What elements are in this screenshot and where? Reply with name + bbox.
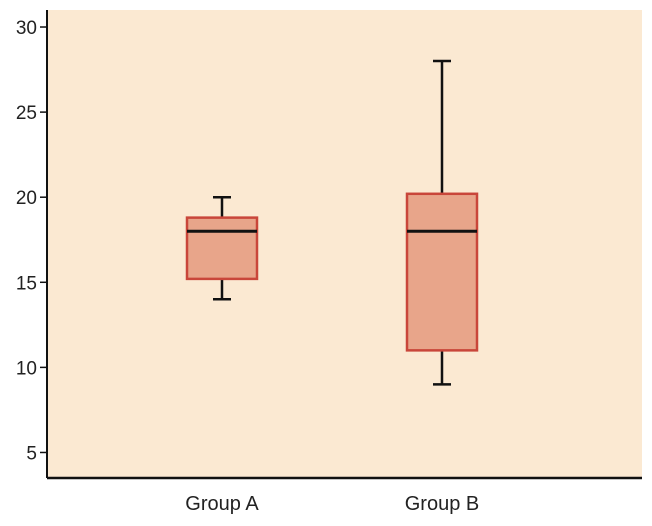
plot-area: [47, 10, 642, 478]
x-category-label: Group B: [405, 493, 479, 515]
y-tick-label: 15: [16, 273, 37, 294]
y-tick-label: 10: [16, 358, 37, 379]
y-tick-label: 20: [16, 188, 37, 209]
iqr-box: [405, 192, 479, 352]
y-tick-label: 5: [26, 443, 37, 464]
x-category-label: Group A: [185, 493, 259, 515]
y-tick-label: 25: [16, 103, 37, 124]
box-group: [405, 59, 479, 386]
boxes: [185, 59, 479, 386]
y-tick-label: 30: [16, 18, 37, 39]
iqr-box: [185, 216, 259, 281]
box-group: [185, 195, 259, 301]
y-axis: 5 10 15 20 25 30: [16, 10, 48, 478]
x-axis: Group A Group B: [47, 476, 642, 515]
